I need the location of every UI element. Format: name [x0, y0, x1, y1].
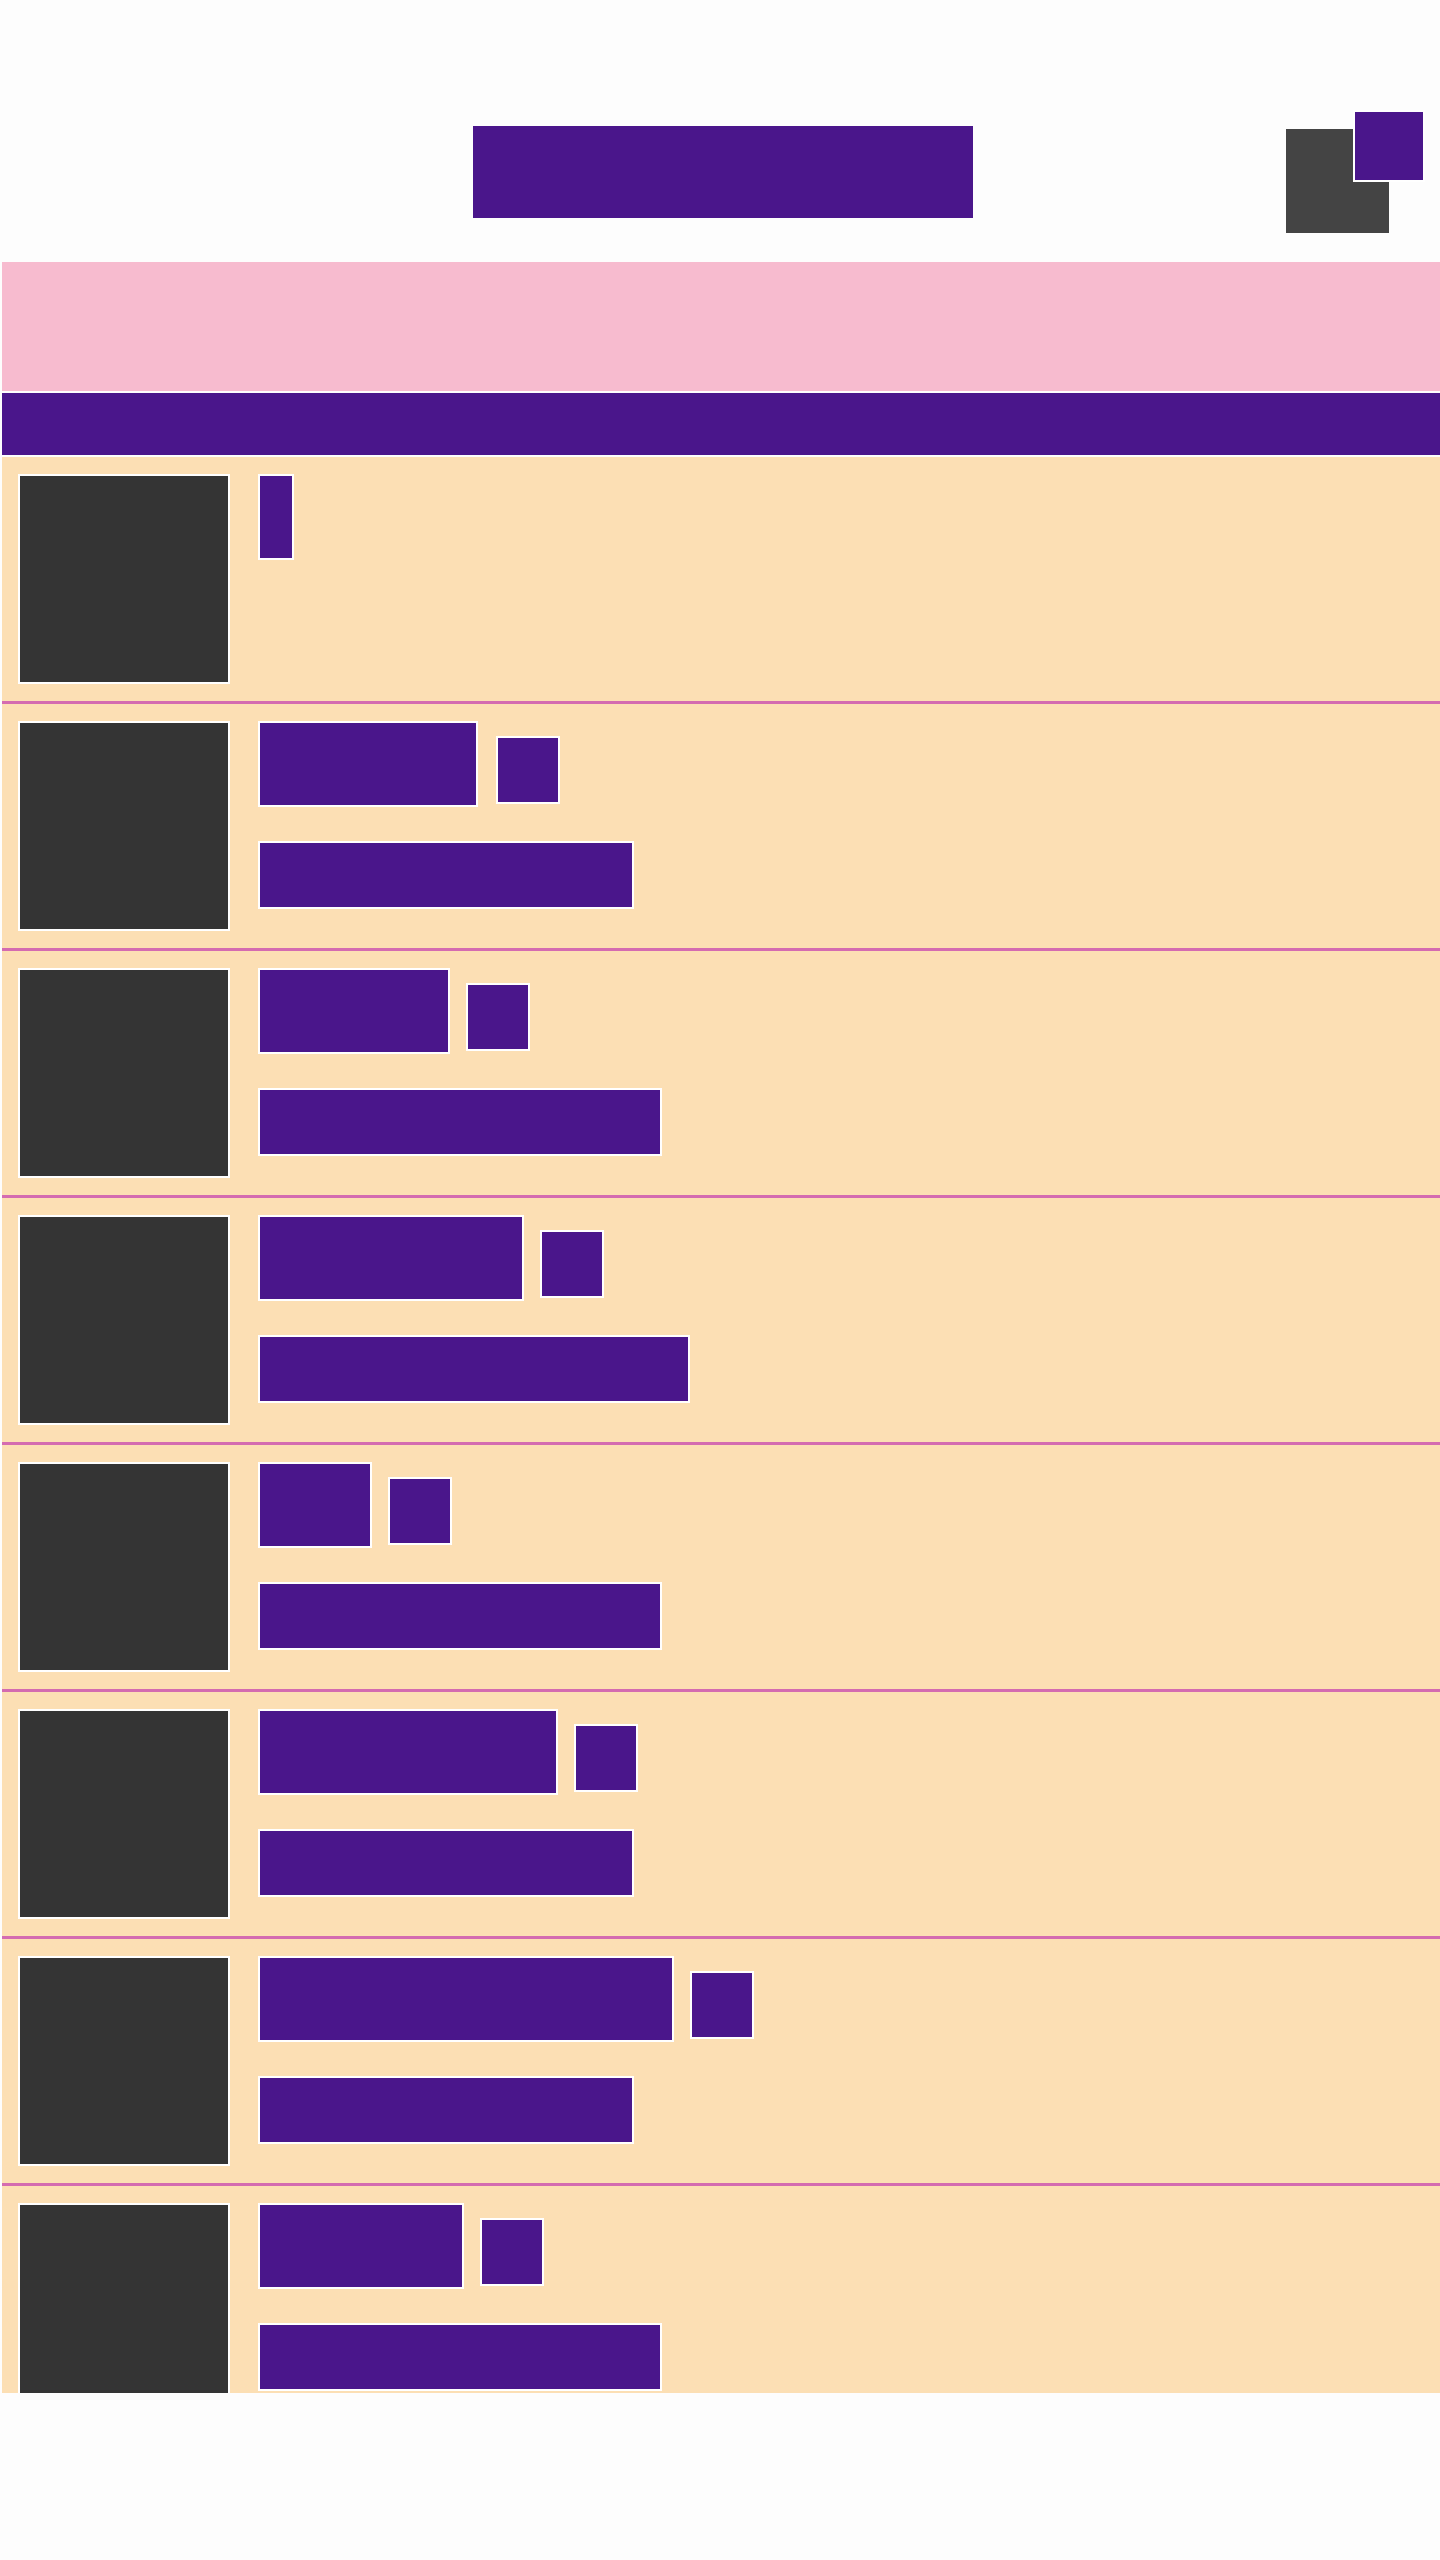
item-subtitle-placeholder: [258, 1335, 690, 1403]
list-item[interactable]: [2, 1939, 1440, 2186]
item-badge-placeholder: [496, 736, 560, 804]
menu-icon-front-tile[interactable]: [1353, 110, 1425, 182]
item-subtitle-placeholder: [258, 1088, 662, 1156]
item-list: [2, 457, 1440, 2393]
item-badge-placeholder: [574, 1724, 638, 1792]
list-item[interactable]: [2, 1445, 1440, 1692]
item-subtitle-placeholder: [258, 1582, 662, 1650]
item-thumbnail: [18, 1462, 230, 1672]
list-item[interactable]: [2, 951, 1440, 1198]
item-thumbnail: [18, 1709, 230, 1919]
item-thumbnail: [18, 1215, 230, 1425]
item-badge-placeholder: [540, 1230, 604, 1298]
item-badge-placeholder: [388, 1477, 452, 1545]
item-title-placeholder: [258, 474, 294, 560]
item-thumbnail: [18, 968, 230, 1178]
item-thumbnail: [18, 721, 230, 931]
item-title-placeholder: [258, 1709, 558, 1795]
item-subtitle-placeholder: [258, 2323, 662, 2391]
item-title-placeholder: [258, 1215, 524, 1301]
list-item[interactable]: [2, 2186, 1440, 2393]
item-title-placeholder: [258, 721, 478, 807]
footer-blank-area: [0, 2393, 1440, 2560]
item-subtitle-placeholder: [258, 841, 634, 909]
section-header-bar: [2, 393, 1440, 455]
list-item[interactable]: [2, 704, 1440, 951]
item-subtitle-placeholder: [258, 1829, 634, 1897]
item-badge-placeholder: [690, 1971, 754, 2039]
item-subtitle-placeholder: [258, 2076, 634, 2144]
promo-banner[interactable]: [2, 262, 1440, 391]
item-thumbnail: [18, 1956, 230, 2166]
item-badge-placeholder: [466, 983, 530, 1051]
list-item[interactable]: [2, 1692, 1440, 1939]
item-thumbnail: [18, 2203, 230, 2393]
item-title-placeholder: [258, 968, 450, 1054]
list-item[interactable]: [2, 1198, 1440, 1445]
list-item[interactable]: [2, 457, 1440, 704]
item-thumbnail: [18, 474, 230, 684]
item-title-placeholder: [258, 2203, 464, 2289]
item-title-placeholder: [258, 1462, 372, 1548]
item-title-placeholder: [258, 1956, 674, 2042]
app-title-placeholder: [473, 126, 973, 218]
item-badge-placeholder: [480, 2218, 544, 2286]
